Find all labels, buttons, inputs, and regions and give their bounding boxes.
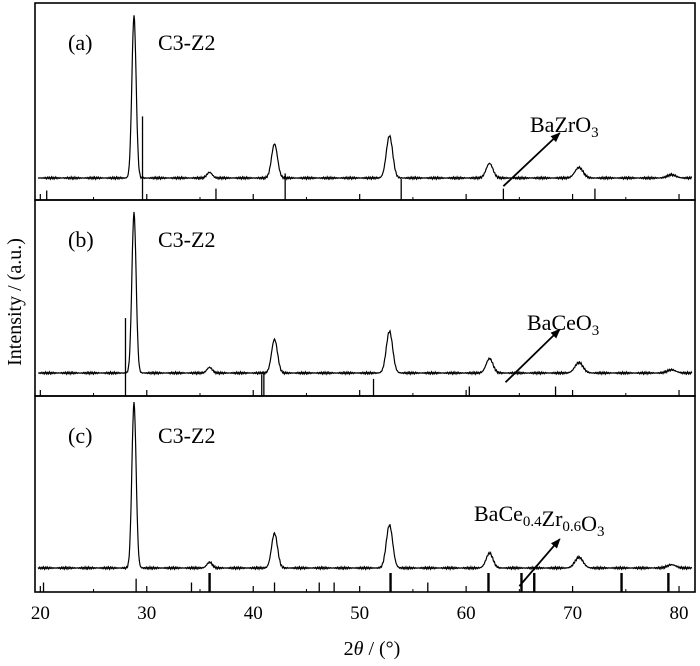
panel-tag: (c) bbox=[68, 423, 92, 448]
x-tick-label: 30 bbox=[137, 603, 156, 624]
sample-label: C3-Z2 bbox=[158, 423, 215, 448]
phase-arrow bbox=[502, 132, 561, 187]
x-axis-label-prefix: 2 bbox=[344, 638, 354, 660]
sample-label: C3-Z2 bbox=[158, 30, 215, 55]
x-tick-label: 40 bbox=[244, 603, 263, 624]
x-tick-label: 70 bbox=[563, 603, 582, 624]
xrd-pattern-line bbox=[38, 211, 693, 376]
phase-label: BaCeO3 bbox=[527, 310, 599, 339]
x-axis-label-suffix: / (°) bbox=[363, 638, 400, 660]
y-axis-label: Intensity / (a.u.) bbox=[4, 238, 26, 366]
phase-label: BaZrO3 bbox=[530, 112, 599, 141]
xrd-pattern-line bbox=[37, 15, 693, 181]
panel-tag: (b) bbox=[68, 227, 94, 252]
panels: (a) C3-Z2 BaZrO3 (b) C3-Z2 BaCeO3 (c) C3-Z2 BaCe… bbox=[34, 2, 696, 593]
x-axis-label: 2θ / (°) bbox=[344, 638, 401, 660]
x-axis: 20 30 40 50 60 70 80 bbox=[31, 603, 689, 624]
phase-arrow bbox=[504, 328, 561, 383]
panel-c: (c) C3-Z2 BaCe0.4Zr0.6O3 bbox=[34, 395, 696, 593]
phase-label: BaCe0.4Zr0.6O3 bbox=[474, 501, 605, 540]
panel-tag: (a) bbox=[68, 30, 92, 55]
panel-frame bbox=[34, 2, 696, 201]
x-tick-label: 50 bbox=[350, 603, 369, 624]
panel-a: (a) C3-Z2 BaZrO3 bbox=[34, 2, 696, 201]
x-tick-label: 20 bbox=[31, 603, 50, 624]
xrd-pattern-line bbox=[37, 402, 693, 571]
x-axis-label-theta: θ bbox=[354, 638, 364, 660]
x-tick-label: 60 bbox=[457, 603, 476, 624]
panel-frame bbox=[34, 199, 696, 397]
x-tick-label: 80 bbox=[670, 603, 689, 624]
sample-label: C3-Z2 bbox=[158, 227, 215, 252]
phase-arrow bbox=[518, 538, 561, 587]
panel-b: (b) C3-Z2 BaCeO3 bbox=[34, 199, 696, 397]
panel-frame bbox=[34, 395, 696, 593]
